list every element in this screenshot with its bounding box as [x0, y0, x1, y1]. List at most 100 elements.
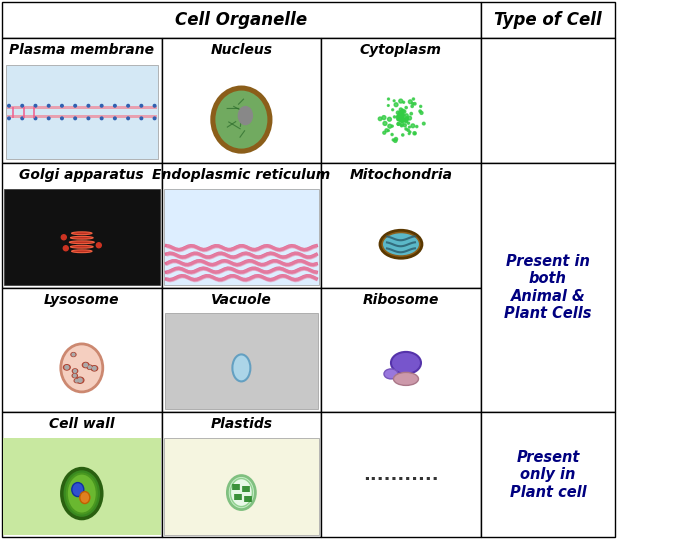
Ellipse shape — [72, 482, 84, 496]
Text: Ribosome: Ribosome — [363, 293, 439, 307]
Circle shape — [397, 118, 401, 121]
Circle shape — [411, 105, 414, 107]
Ellipse shape — [71, 232, 92, 234]
Bar — [321, 412, 481, 537]
Circle shape — [397, 111, 400, 114]
Circle shape — [399, 108, 402, 111]
Bar — [2, 163, 162, 288]
Bar — [162, 288, 321, 412]
Ellipse shape — [215, 91, 268, 149]
Ellipse shape — [71, 250, 92, 253]
Circle shape — [399, 113, 403, 117]
Text: Plasma membrane: Plasma membrane — [10, 43, 154, 57]
Text: ...........: ........... — [363, 466, 439, 483]
Circle shape — [399, 116, 402, 120]
Circle shape — [34, 117, 37, 120]
Text: Plastids: Plastids — [211, 417, 272, 431]
Circle shape — [408, 126, 410, 128]
Circle shape — [399, 117, 403, 121]
Circle shape — [400, 122, 404, 126]
Ellipse shape — [383, 233, 419, 255]
Circle shape — [388, 105, 389, 106]
Text: Cytoplasm: Cytoplasm — [360, 43, 442, 57]
Circle shape — [405, 114, 408, 117]
Circle shape — [88, 366, 91, 369]
Bar — [2, 2, 481, 38]
Bar — [321, 163, 481, 288]
Circle shape — [402, 120, 404, 122]
Circle shape — [391, 125, 393, 127]
Ellipse shape — [72, 374, 78, 378]
Circle shape — [399, 115, 401, 118]
Ellipse shape — [227, 475, 255, 509]
Circle shape — [75, 379, 78, 382]
Text: Lysosome: Lysosome — [44, 293, 119, 307]
Circle shape — [72, 353, 75, 356]
Bar — [7, 115, 156, 119]
Circle shape — [388, 98, 390, 100]
Ellipse shape — [373, 88, 429, 149]
Text: Present in
both
Animal &
Plant Cells: Present in both Animal & Plant Cells — [504, 254, 592, 321]
Bar — [234, 494, 241, 495]
Circle shape — [47, 105, 50, 107]
Circle shape — [127, 117, 130, 120]
Circle shape — [408, 133, 410, 135]
Circle shape — [34, 105, 37, 107]
Ellipse shape — [394, 372, 418, 385]
Circle shape — [378, 117, 382, 121]
Bar — [481, 412, 615, 537]
Circle shape — [401, 115, 403, 117]
Circle shape — [393, 100, 395, 102]
Bar — [481, 163, 615, 412]
Ellipse shape — [384, 369, 398, 379]
Circle shape — [408, 100, 412, 103]
Circle shape — [382, 115, 386, 120]
Circle shape — [409, 131, 411, 133]
Circle shape — [153, 105, 156, 107]
Circle shape — [414, 102, 416, 105]
Bar — [2, 412, 162, 537]
Circle shape — [400, 119, 403, 122]
Circle shape — [399, 118, 402, 121]
Bar — [4, 189, 160, 285]
Circle shape — [74, 117, 76, 120]
Circle shape — [402, 119, 405, 122]
Circle shape — [397, 122, 400, 125]
Bar — [6, 65, 158, 159]
Bar — [234, 496, 241, 497]
Ellipse shape — [71, 353, 76, 357]
Circle shape — [397, 116, 399, 118]
Circle shape — [401, 109, 405, 113]
Circle shape — [73, 374, 76, 377]
Circle shape — [397, 116, 400, 120]
Circle shape — [60, 105, 63, 107]
Circle shape — [388, 130, 390, 132]
Circle shape — [391, 134, 393, 136]
Circle shape — [21, 105, 23, 107]
Text: Golgi apparatus: Golgi apparatus — [19, 168, 144, 182]
Ellipse shape — [63, 364, 71, 370]
Circle shape — [414, 133, 416, 134]
Bar — [321, 38, 481, 163]
Text: Nucleus: Nucleus — [211, 43, 272, 57]
Ellipse shape — [74, 379, 79, 383]
Circle shape — [61, 235, 67, 240]
Bar — [3, 438, 161, 535]
Circle shape — [388, 118, 392, 121]
Circle shape — [60, 117, 63, 120]
Circle shape — [399, 99, 403, 103]
Circle shape — [392, 139, 394, 141]
Bar — [23, 107, 25, 118]
Circle shape — [405, 117, 409, 120]
Ellipse shape — [230, 479, 252, 507]
Circle shape — [411, 124, 415, 128]
Ellipse shape — [91, 365, 98, 371]
Circle shape — [127, 105, 130, 107]
Ellipse shape — [238, 107, 252, 125]
Circle shape — [405, 107, 407, 109]
Circle shape — [397, 123, 399, 126]
Circle shape — [78, 378, 82, 382]
Circle shape — [394, 139, 397, 142]
Ellipse shape — [61, 344, 103, 392]
Circle shape — [412, 102, 414, 105]
